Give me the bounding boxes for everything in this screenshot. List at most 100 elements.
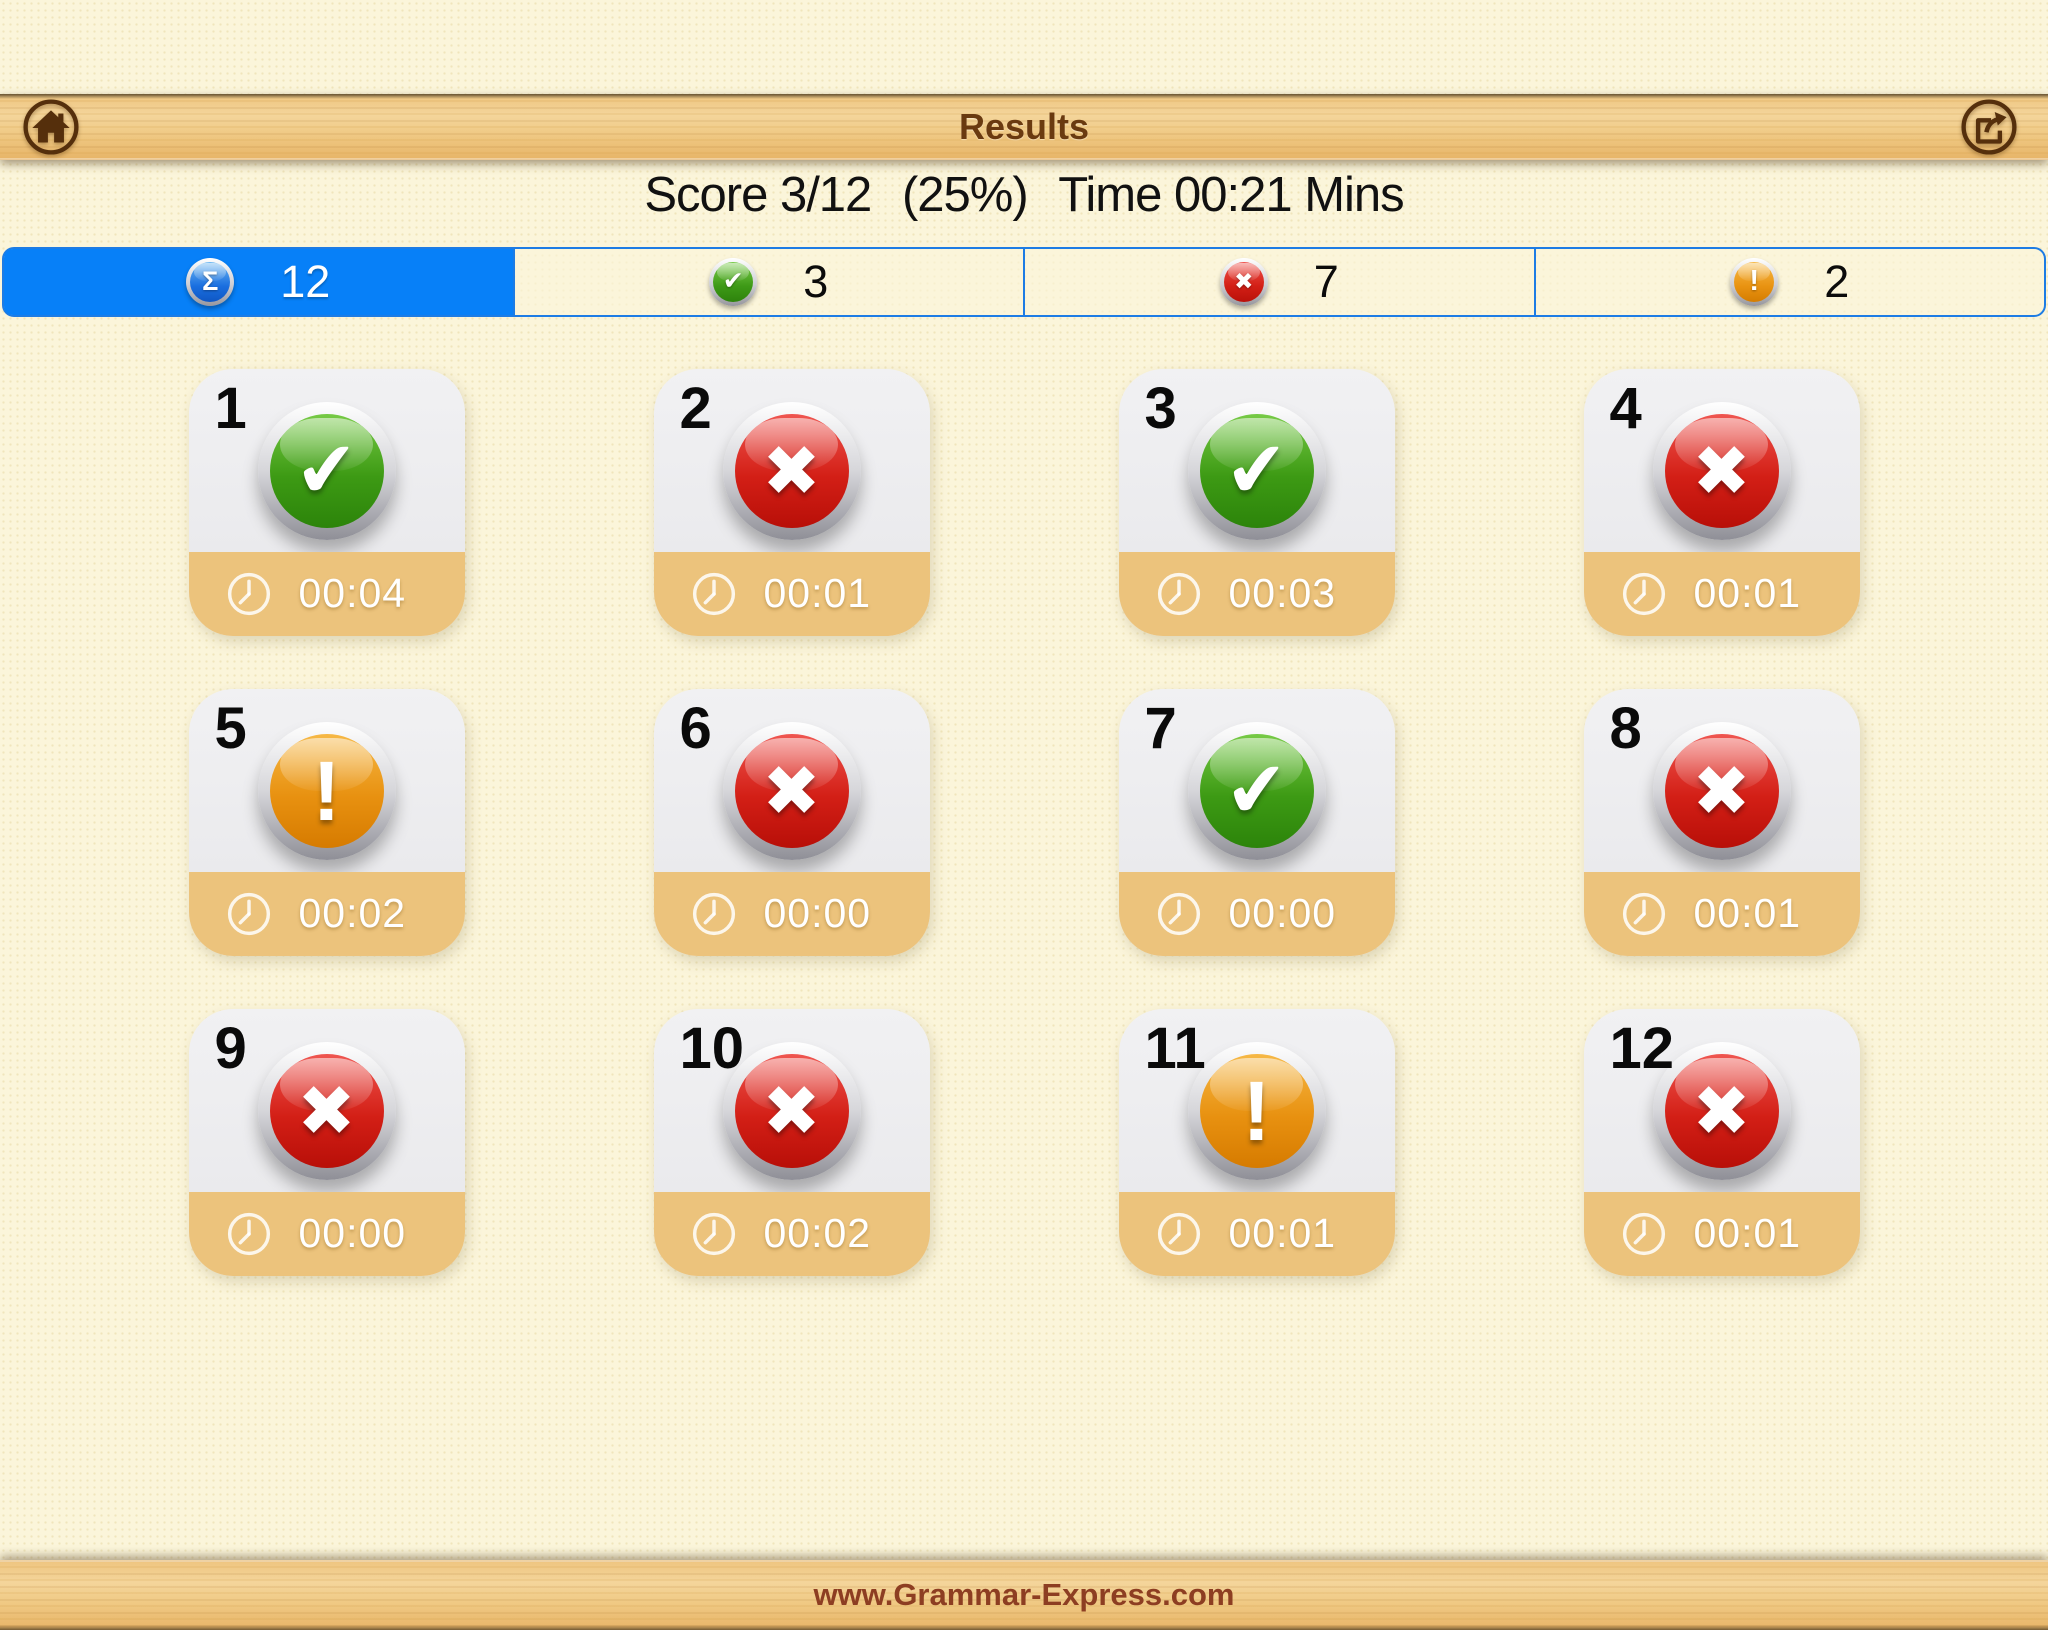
question-tile-8[interactable]: 8 00:01 bbox=[1583, 688, 1860, 956]
time-strip: 00:01 bbox=[1583, 871, 1860, 956]
score-value: Score 3/12 bbox=[644, 167, 872, 222]
status-icon bbox=[722, 1041, 861, 1180]
question-time: 00:01 bbox=[1693, 1210, 1802, 1257]
question-number: 3 bbox=[1144, 375, 1177, 441]
question-tile-7[interactable]: 7 00:00 bbox=[1118, 688, 1395, 956]
time-total: Time 00:21 Mins bbox=[1058, 167, 1404, 222]
time-strip: 00:00 bbox=[653, 871, 930, 956]
question-tile-9[interactable]: 9 00:00 bbox=[188, 1008, 465, 1276]
top-bar: Results bbox=[0, 94, 2048, 160]
sigma-icon bbox=[186, 257, 235, 306]
share-icon bbox=[1961, 99, 2017, 155]
question-number: 9 bbox=[214, 1015, 247, 1081]
status-glyph bbox=[292, 431, 361, 511]
page-title: Results bbox=[958, 106, 1090, 147]
clock-icon bbox=[1157, 572, 1200, 615]
cross-icon bbox=[1219, 257, 1268, 306]
status-glyph bbox=[313, 749, 341, 833]
question-tile-5[interactable]: 5 00:02 bbox=[188, 688, 465, 956]
time-strip: 00:01 bbox=[1583, 551, 1860, 636]
status-glyph bbox=[1692, 756, 1751, 826]
status-glyph bbox=[762, 436, 821, 506]
question-tile-2[interactable]: 2 00:01 bbox=[653, 368, 930, 636]
question-number: 6 bbox=[679, 695, 712, 761]
status-glyph bbox=[762, 1076, 821, 1146]
clock-icon bbox=[1157, 892, 1200, 935]
status-icon bbox=[1187, 721, 1326, 860]
status-icon bbox=[1652, 1041, 1791, 1180]
status-icon bbox=[1187, 401, 1326, 540]
question-time: 00:03 bbox=[1228, 570, 1337, 617]
time-strip: 00:02 bbox=[188, 871, 465, 956]
filter-review[interactable]: 2 bbox=[1533, 248, 2045, 315]
status-glyph bbox=[1692, 436, 1751, 506]
question-number: 12 bbox=[1609, 1015, 1675, 1081]
status-glyph bbox=[297, 1076, 356, 1146]
status-glyph bbox=[1243, 1069, 1271, 1153]
filter-wrong-count: 7 bbox=[1313, 255, 1339, 307]
question-tile-10[interactable]: 10 00:02 bbox=[653, 1008, 930, 1276]
status-icon bbox=[257, 401, 396, 540]
filter-correct[interactable]: 3 bbox=[512, 248, 1024, 315]
clock-icon bbox=[1622, 1212, 1665, 1255]
filter-all[interactable]: 12 bbox=[4, 248, 513, 315]
status-icon bbox=[1652, 401, 1791, 540]
question-number: 11 bbox=[1144, 1015, 1206, 1081]
clock-icon bbox=[1157, 1212, 1200, 1255]
question-tile-1[interactable]: 1 00:04 bbox=[188, 368, 465, 636]
score-percent: (25%) bbox=[901, 167, 1029, 222]
status-glyph bbox=[762, 756, 821, 826]
question-number: 2 bbox=[679, 375, 712, 441]
question-time: 00:01 bbox=[1693, 570, 1802, 617]
question-number: 7 bbox=[1144, 695, 1177, 761]
status-icon bbox=[722, 401, 861, 540]
question-time: 00:01 bbox=[763, 570, 872, 617]
bottom-bar: www.Grammar-Express.com bbox=[0, 1560, 2048, 1630]
status-glyph bbox=[1222, 751, 1291, 831]
website-link[interactable]: www.Grammar-Express.com bbox=[813, 1577, 1235, 1612]
question-tile-6[interactable]: 6 00:00 bbox=[653, 688, 930, 956]
clock-icon bbox=[692, 1212, 735, 1255]
status-icon bbox=[257, 1041, 396, 1180]
share-button[interactable] bbox=[1960, 98, 2018, 156]
filter-correct-count: 3 bbox=[803, 255, 829, 307]
time-strip: 00:00 bbox=[188, 1191, 465, 1276]
clock-icon bbox=[227, 572, 270, 615]
clock-icon bbox=[227, 892, 270, 935]
time-strip: 00:01 bbox=[653, 551, 930, 636]
question-time: 00:00 bbox=[763, 890, 872, 937]
clock-icon bbox=[1622, 572, 1665, 615]
question-number: 4 bbox=[1609, 375, 1642, 441]
question-number: 1 bbox=[214, 375, 247, 441]
question-tile-11[interactable]: 11 00:01 bbox=[1118, 1008, 1395, 1276]
check-icon bbox=[709, 257, 758, 306]
time-strip: 00:02 bbox=[653, 1191, 930, 1276]
status-icon bbox=[722, 721, 861, 860]
status-glyph bbox=[1222, 431, 1291, 511]
clock-icon bbox=[692, 892, 735, 935]
filter-review-count: 2 bbox=[1824, 255, 1850, 307]
home-button[interactable] bbox=[22, 98, 80, 156]
question-time: 00:01 bbox=[1228, 1210, 1337, 1257]
filter-all-count: 12 bbox=[280, 255, 331, 307]
filter-wrong[interactable]: 7 bbox=[1023, 248, 1534, 315]
score-summary: Score 3/12 (25%) Time 00:21 Mins bbox=[0, 167, 2048, 223]
question-tile-12[interactable]: 12 00:01 bbox=[1583, 1008, 1860, 1276]
clock-icon bbox=[227, 1212, 270, 1255]
status-icon bbox=[1652, 721, 1791, 860]
question-tile-4[interactable]: 4 00:01 bbox=[1583, 368, 1860, 636]
warning-icon bbox=[1730, 257, 1779, 306]
question-time: 00:02 bbox=[298, 890, 407, 937]
question-time: 00:02 bbox=[763, 1210, 872, 1257]
question-tile-3[interactable]: 3 00:03 bbox=[1118, 368, 1395, 636]
question-time: 00:00 bbox=[298, 1210, 407, 1257]
filter-bar: 12 3 7 2 bbox=[2, 246, 2046, 317]
status-icon bbox=[1187, 1041, 1326, 1180]
question-number: 8 bbox=[1609, 695, 1642, 761]
question-time: 00:00 bbox=[1228, 890, 1337, 937]
clock-icon bbox=[1622, 892, 1665, 935]
time-strip: 00:00 bbox=[1118, 871, 1395, 956]
question-number: 5 bbox=[214, 695, 247, 761]
question-time: 00:01 bbox=[1693, 890, 1802, 937]
status-icon bbox=[257, 721, 396, 860]
